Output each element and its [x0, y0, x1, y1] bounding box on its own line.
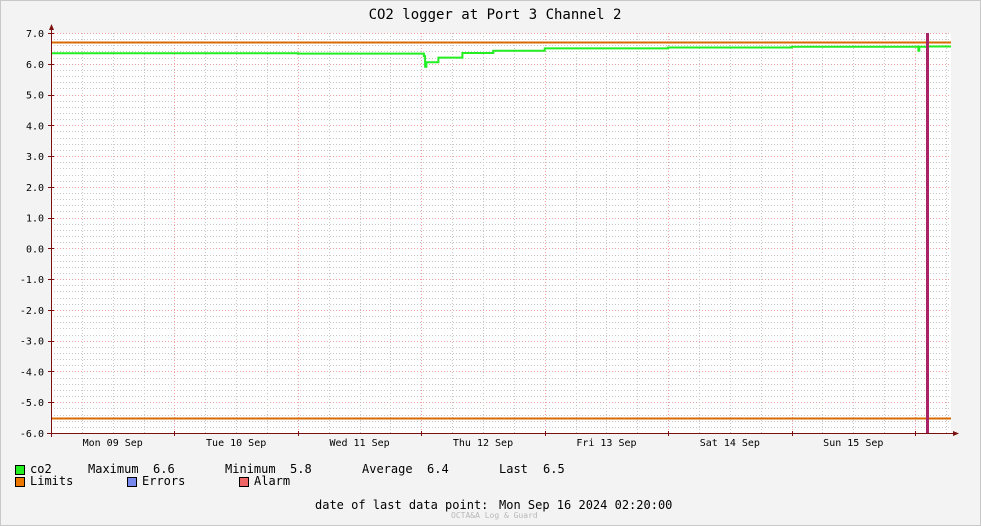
- y-tick-label: -5.0: [20, 398, 44, 409]
- x-tick-label: Sat 14 Sep: [700, 438, 760, 449]
- legend-co2-label: co2: [30, 462, 52, 476]
- last-data-point-value: Mon Sep 16 2024 02:20:00: [499, 498, 673, 512]
- plot-background: [51, 33, 951, 433]
- y-tick-label: -3.0: [20, 337, 44, 348]
- limit-lines: [51, 41, 951, 420]
- alarm-swatch: [239, 477, 249, 487]
- legend-max-value: 6.6: [153, 462, 175, 476]
- errors-swatch: [127, 477, 137, 487]
- legend-limits-label: Limits: [30, 474, 74, 488]
- y-tick-label: -4.0: [20, 367, 44, 378]
- y-tick-label: 3.0: [26, 152, 44, 163]
- x-tick-label: Mon 09 Sep: [83, 438, 143, 449]
- legend-avg-value: 6.4: [427, 462, 449, 476]
- legend-last-value: 6.5: [543, 462, 565, 476]
- grid: [51, 33, 951, 434]
- credit-text: OCTA&A Log & Guard: [451, 511, 538, 520]
- legend-last-label: Last: [499, 462, 528, 476]
- chart-title: CO2 logger at Port 3 Channel 2: [369, 7, 622, 23]
- y-tick-label: 0.0: [26, 244, 44, 255]
- y-tick-label: 2.0: [26, 183, 44, 194]
- legend-min-label: Minimum: [225, 462, 276, 476]
- y-tick-label: -2.0: [20, 306, 44, 317]
- x-tick-label: Wed 11 Sep: [329, 438, 389, 449]
- x-tick-label: Thu 12 Sep: [453, 438, 513, 449]
- y-tick-label: -6.0: [20, 429, 44, 440]
- legend-errors-label: Errors: [142, 474, 186, 488]
- tick-labels: 7.0 6.0 5.0 4.0 3.0 2.0 1.0 0.0 -1.0 -2.0 -3.0 -4.0…: [20, 29, 883, 449]
- co2-swatch: [15, 465, 25, 475]
- y-axis-arrow: [49, 24, 54, 30]
- y-tick-label: 7.0: [26, 29, 44, 40]
- x-tick-label: Sun 15 Sep: [823, 438, 883, 449]
- y-tick-label: 1.0: [26, 214, 44, 225]
- legend-min-value: 5.8: [290, 462, 312, 476]
- y-tick-label: -1.0: [20, 275, 44, 286]
- y-tick-label: 4.0: [26, 121, 44, 132]
- legend-alarm-label: Alarm: [254, 474, 291, 488]
- x-tick-label: Tue 10 Sep: [206, 438, 266, 449]
- x-tick-label: Fri 13 Sep: [576, 438, 636, 449]
- y-tick-label: 6.0: [26, 60, 44, 71]
- legend-avg-label: Average: [362, 462, 413, 476]
- x-axis-arrow: [953, 431, 959, 436]
- limits-swatch: [15, 477, 25, 487]
- y-tick-label: 5.0: [26, 91, 44, 102]
- series-line-co2: [51, 45, 951, 68]
- series-co2: [51, 33, 951, 433]
- legend-max-label: Maximum: [88, 462, 139, 476]
- last-data-point-label: date of last data point:: [315, 498, 489, 512]
- axes: [47, 24, 959, 437]
